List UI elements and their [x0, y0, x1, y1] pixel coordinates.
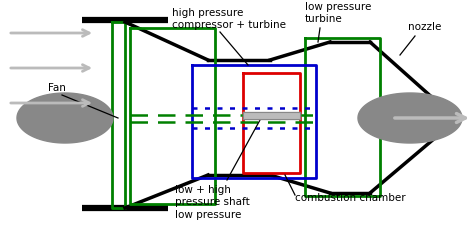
- Polygon shape: [358, 93, 462, 143]
- Text: low pressure: low pressure: [175, 210, 241, 220]
- Text: Fan: Fan: [48, 83, 66, 93]
- Polygon shape: [17, 93, 113, 143]
- Text: nozzle: nozzle: [408, 22, 441, 32]
- Text: low pressure
turbine: low pressure turbine: [305, 2, 371, 24]
- Text: high pressure
compressor + turbine: high pressure compressor + turbine: [172, 8, 286, 30]
- Text: combustion chamber: combustion chamber: [295, 193, 406, 203]
- Text: low + high
pressure shaft: low + high pressure shaft: [175, 185, 250, 207]
